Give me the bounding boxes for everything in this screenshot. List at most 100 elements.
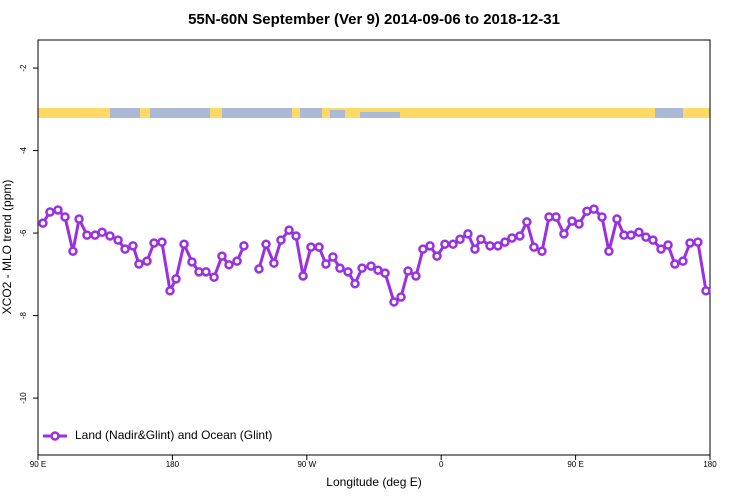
data-point [68, 246, 78, 256]
data-point [425, 241, 435, 251]
y-tick-label: -6 [19, 229, 28, 237]
data-point [551, 212, 561, 222]
x-tick-label: 180 [703, 460, 717, 469]
series-line [257, 207, 708, 304]
data-point [670, 259, 680, 269]
y-tick-label: -2 [19, 64, 28, 72]
data-point [448, 239, 458, 249]
data-point [493, 241, 503, 251]
data-point [254, 264, 264, 274]
data-point [380, 268, 390, 278]
data-point [350, 279, 360, 289]
data-point [239, 241, 249, 251]
y-tick-label: -10 [19, 392, 28, 404]
y-tick-label: -4 [19, 146, 28, 154]
data-point [105, 231, 115, 241]
data-point [597, 212, 607, 222]
data-point [418, 244, 428, 254]
data-point [678, 256, 688, 266]
data-point [335, 263, 345, 273]
data-point [389, 297, 399, 307]
data-point [74, 214, 84, 224]
x-tick-label: 0 [439, 460, 444, 469]
data-point [440, 239, 450, 249]
data-point [298, 271, 308, 281]
data-point [128, 241, 138, 251]
data-point [171, 274, 181, 284]
data-point [485, 241, 495, 251]
y-tick-label: -8 [19, 311, 28, 319]
data-point [500, 237, 510, 247]
data-point [53, 205, 63, 215]
data-point [507, 233, 517, 243]
data-point [589, 204, 599, 214]
data-point [463, 229, 473, 239]
data-point [165, 286, 175, 296]
data-point [701, 286, 711, 296]
data-point [357, 263, 367, 273]
data-point [120, 244, 130, 254]
data-point [82, 230, 92, 240]
data-point [685, 238, 695, 248]
data-point [648, 235, 658, 245]
chart-title: 55N-60N September (Ver 9) 2014-09-06 to … [188, 11, 560, 28]
x-tick-label: 90 E [30, 460, 46, 469]
data-point [113, 235, 123, 245]
data-point [612, 214, 622, 224]
x-tick-label: 90 E [567, 460, 583, 469]
data-point [626, 230, 636, 240]
data-point [269, 258, 279, 268]
data-point [224, 260, 234, 270]
data-point [321, 259, 331, 269]
data-point [515, 231, 525, 241]
data-point [432, 251, 442, 261]
data-point [574, 219, 584, 229]
data-point [403, 266, 413, 276]
data-point [559, 229, 569, 239]
legend-marker [50, 431, 60, 441]
x-axis-label: Longitude (deg E) [326, 475, 421, 489]
data-point [134, 259, 144, 269]
data-point [522, 217, 532, 227]
data-point [366, 261, 376, 271]
data-point [142, 256, 152, 266]
data-point [455, 234, 465, 244]
data-point [314, 242, 324, 252]
data-point [179, 239, 189, 249]
data-point [411, 271, 421, 281]
data-point [217, 251, 227, 261]
data-point [261, 239, 271, 249]
data-point [663, 240, 673, 250]
plot-frame [37, 39, 711, 456]
land-ocean-strip [38, 108, 710, 118]
data-point [38, 218, 48, 228]
data-point [537, 246, 547, 256]
data-point [328, 252, 338, 262]
legend-label: Land (Nadir&Glint) and Ocean (Glint) [75, 428, 272, 442]
data-point [60, 212, 70, 222]
data-point [284, 225, 294, 235]
x-tick-label: 90 W [297, 460, 316, 469]
data-point [529, 242, 539, 252]
data-point [149, 238, 159, 248]
data-point [209, 272, 219, 282]
y-axis-label: XCO2 - MLO trend (ppm) [0, 180, 14, 315]
data-point [97, 227, 107, 237]
data-point [604, 246, 614, 256]
data-point [291, 231, 301, 241]
data-point [276, 235, 286, 245]
data-point [306, 242, 316, 252]
data-point [201, 267, 211, 277]
x-tick-label: 180 [166, 460, 180, 469]
data-point [45, 207, 55, 217]
data-point [187, 257, 197, 267]
data-point [232, 256, 242, 266]
data-point [656, 244, 666, 254]
data-point [693, 237, 703, 247]
data-point [157, 237, 167, 247]
data-point [343, 267, 353, 277]
data-point [396, 292, 406, 302]
data-point [634, 227, 644, 237]
data-point [470, 244, 480, 254]
